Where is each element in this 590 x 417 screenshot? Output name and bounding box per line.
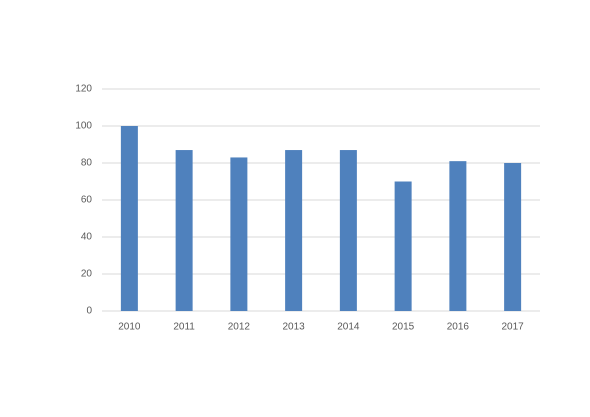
y-tick-label: 60 [81, 195, 93, 206]
x-tick-label: 2013 [283, 322, 306, 333]
y-tick-label: 0 [86, 306, 92, 317]
x-tick-label: 2011 [173, 322, 195, 333]
x-tick-label: 2014 [337, 322, 360, 333]
x-tick-label: 2017 [502, 322, 525, 333]
bar [285, 150, 303, 311]
bar [175, 150, 193, 311]
bar [120, 126, 138, 311]
y-tick-label: 40 [81, 232, 93, 243]
x-tick-label: 2015 [392, 322, 415, 333]
y-tick-label: 20 [81, 269, 93, 280]
y-tick-label: 80 [81, 158, 93, 169]
x-tick-label: 2016 [447, 322, 470, 333]
bar [339, 150, 357, 311]
x-tick-label: 2012 [228, 322, 251, 333]
bar [394, 181, 412, 311]
y-tick-label: 100 [75, 121, 92, 132]
bar [230, 157, 248, 311]
bar [449, 161, 467, 311]
y-tick-label: 120 [75, 84, 92, 95]
x-tick-label: 2010 [118, 322, 141, 333]
bar [504, 163, 522, 311]
